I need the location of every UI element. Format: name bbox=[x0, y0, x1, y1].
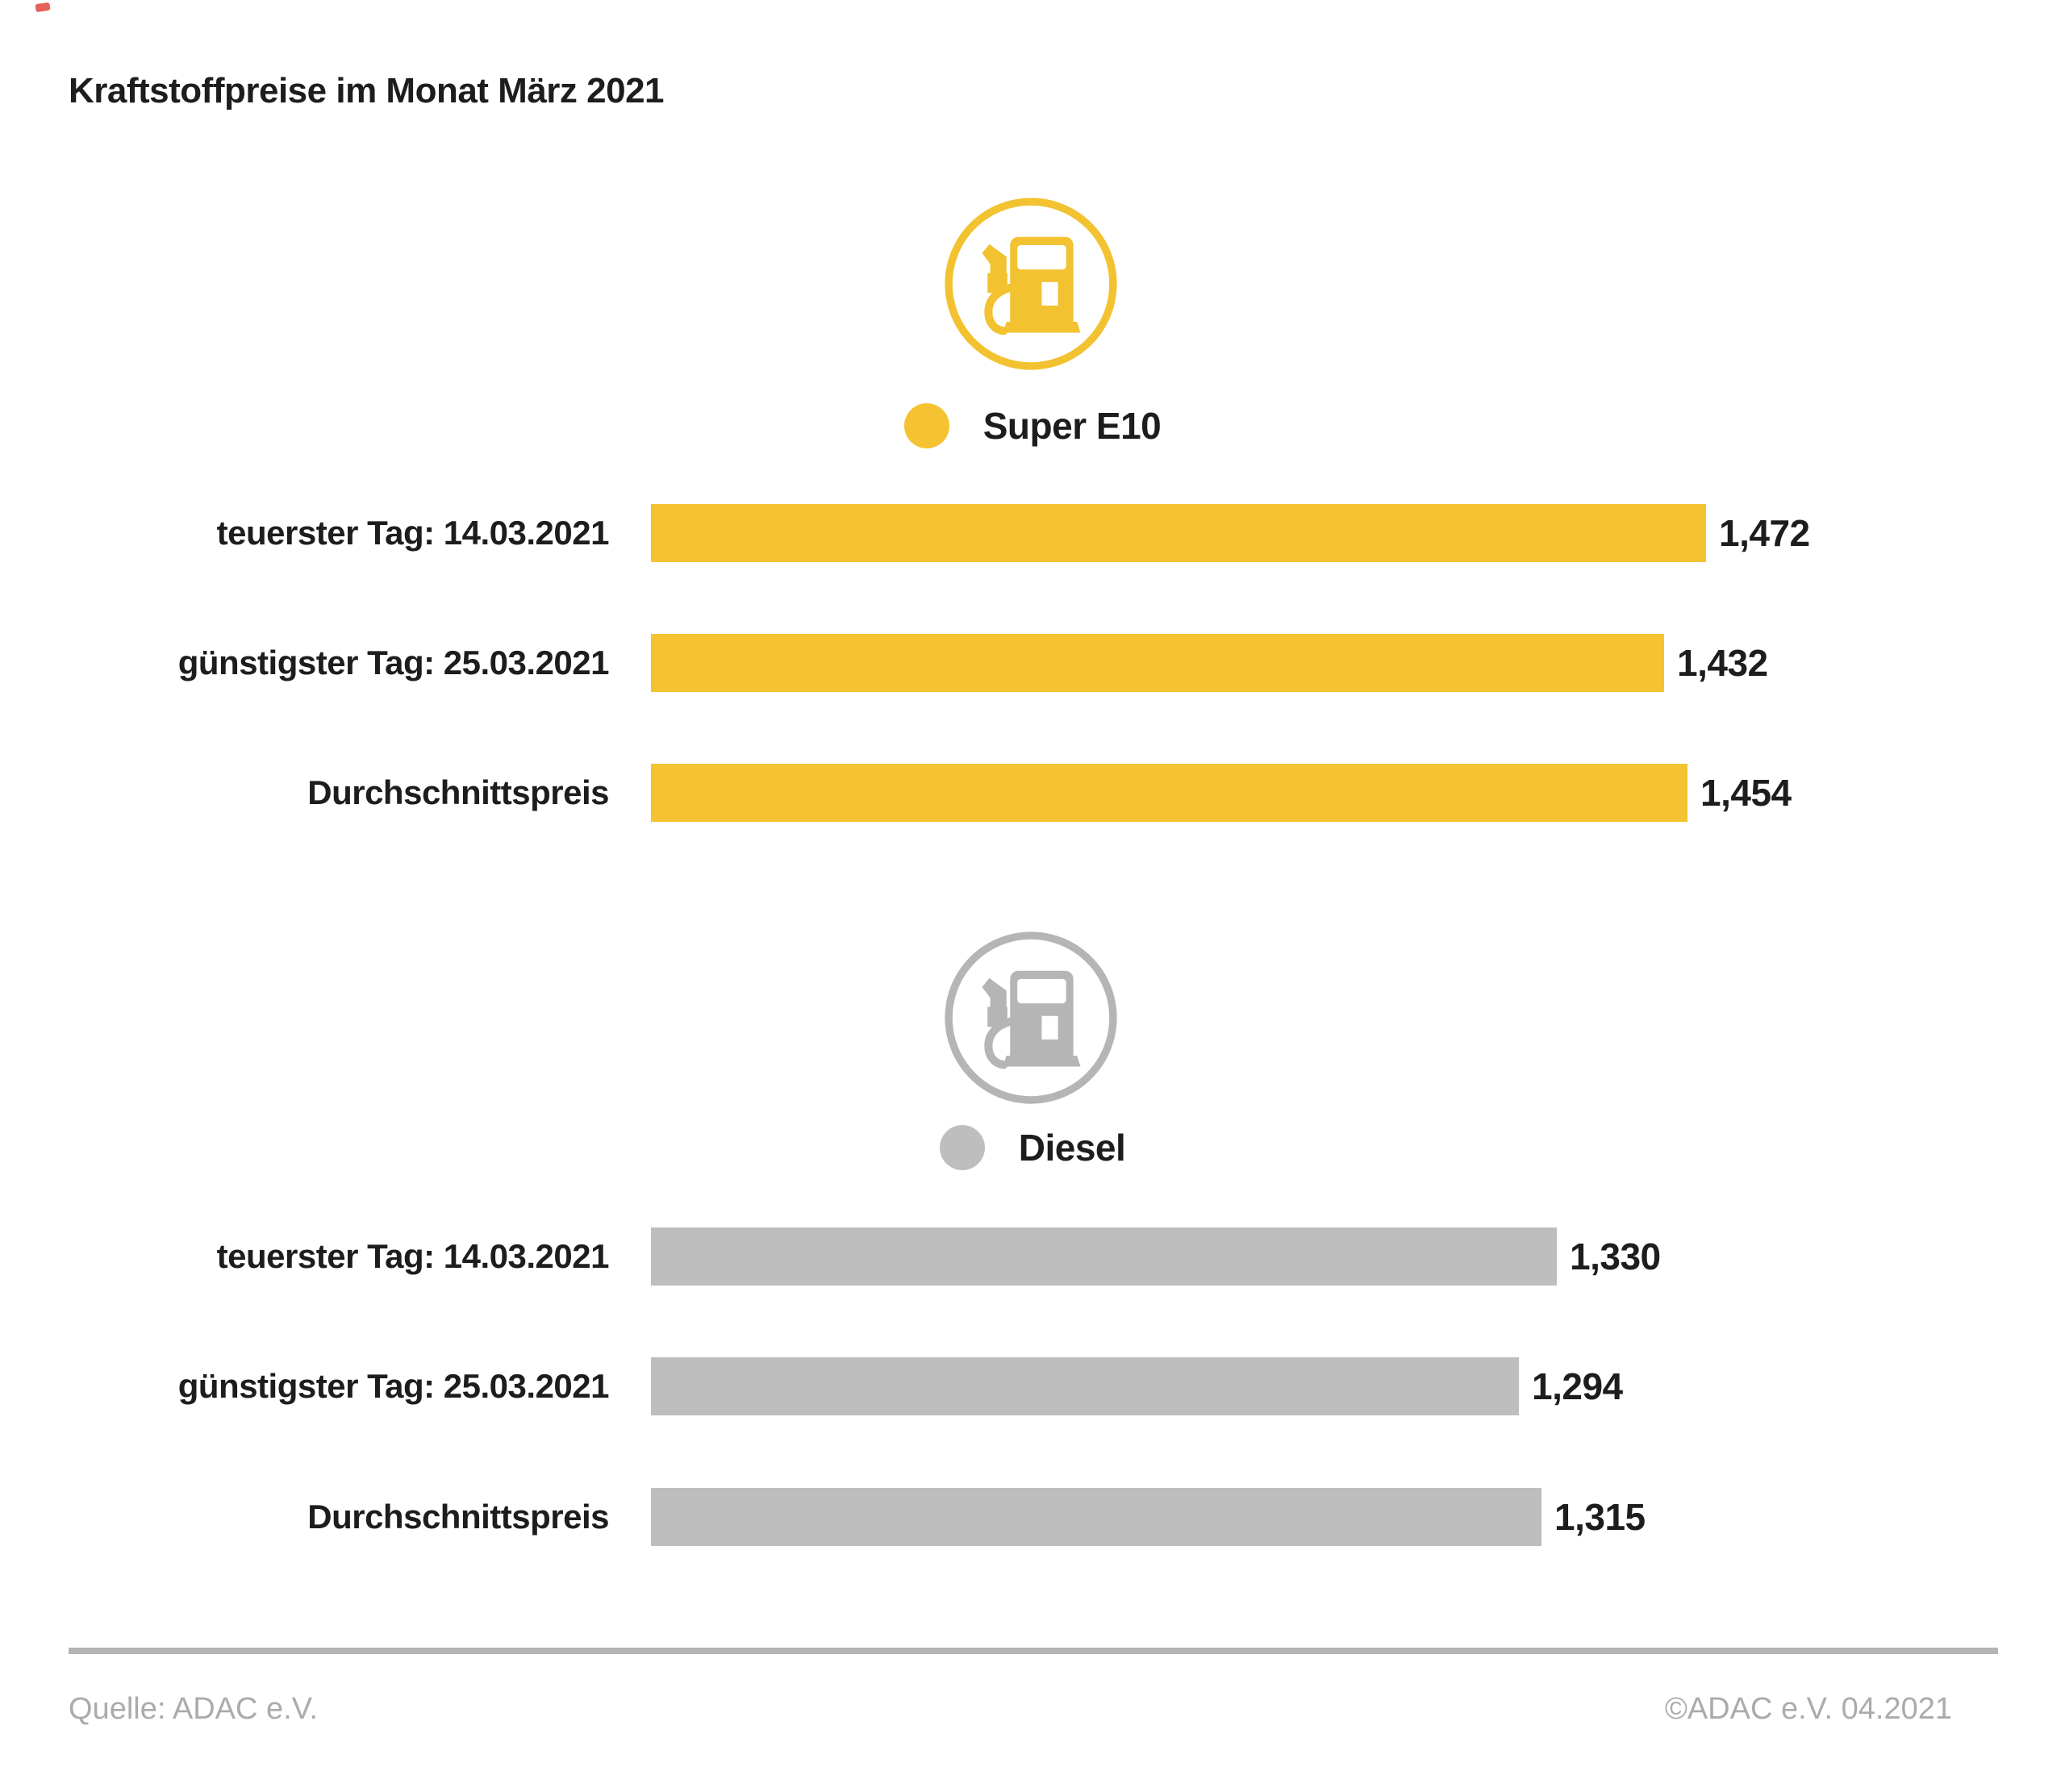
bar-value-label: 1,294 bbox=[1532, 1365, 1623, 1407]
legend-dot-diesel bbox=[939, 1125, 985, 1170]
red-corner-mark bbox=[35, 2, 51, 13]
fuel-pump-icon bbox=[945, 931, 1117, 1104]
bar-row-diesel-guenstigster-tag: günstigster Tag: 25.03.2021 1,294 bbox=[69, 1357, 2065, 1415]
legend-label-super-e10: Super E10 bbox=[982, 405, 1162, 447]
bar-row-diesel-teuerster-tag: teuerster Tag: 14.03.2021 1,330 bbox=[69, 1227, 2065, 1286]
bar-row-super-teuerster-tag: teuerster Tag: 14.03.2021 1,472 bbox=[69, 504, 2065, 562]
footer-copyright-text: ©ADAC e.V. 04.2021 bbox=[1664, 1692, 1952, 1726]
bar-row-diesel-durchschnittspreis: Durchschnittspreis 1,315 bbox=[69, 1488, 2065, 1546]
fuel-pump-icon-diesel bbox=[941, 927, 1121, 1108]
footer-divider bbox=[69, 1648, 1998, 1654]
bar-value-label: 1,472 bbox=[1719, 512, 1810, 554]
bar-row-label: Durchschnittspreis bbox=[307, 1498, 609, 1536]
chart-title: Kraftstoffpreise im Monat März 2021 bbox=[69, 71, 665, 110]
bar-super-durchschnittspreis bbox=[651, 764, 1687, 822]
legend-label-diesel: Diesel bbox=[1018, 1127, 1126, 1169]
bar-row-label: günstigster Tag: 25.03.2021 bbox=[177, 1367, 610, 1405]
bar-diesel-guenstigster-tag bbox=[651, 1357, 1519, 1415]
bar-diesel-durchschnittspreis bbox=[651, 1488, 1541, 1546]
bar-row-super-guenstigster-tag: günstigster Tag: 25.03.2021 1,432 bbox=[69, 634, 2065, 692]
legend-diesel: Diesel bbox=[0, 1124, 2065, 1171]
bar-row-label: teuerster Tag: 14.03.2021 bbox=[216, 514, 610, 552]
bar-row-super-durchschnittspreis: Durchschnittspreis 1,454 bbox=[69, 764, 2065, 822]
bar-diesel-teuerster-tag bbox=[651, 1227, 1557, 1286]
legend-super-e10: Super E10 bbox=[0, 402, 2065, 449]
footer-source-text: Quelle: ADAC e.V. bbox=[69, 1692, 319, 1726]
bar-row-label: teuerster Tag: 14.03.2021 bbox=[216, 1237, 610, 1275]
bar-value-label: 1,330 bbox=[1570, 1236, 1661, 1277]
legend-dot-super-e10 bbox=[903, 403, 949, 448]
bar-value-label: 1,315 bbox=[1554, 1496, 1646, 1538]
fuel-pump-icon-super-e10 bbox=[941, 194, 1121, 374]
bar-value-label: 1,454 bbox=[1700, 772, 1792, 814]
fuel-pump-icon bbox=[945, 198, 1117, 370]
bar-value-label: 1,432 bbox=[1677, 642, 1768, 684]
bar-row-label: Durchschnittspreis bbox=[307, 773, 609, 811]
bar-super-teuerster-tag bbox=[651, 504, 1706, 562]
bar-row-label: günstigster Tag: 25.03.2021 bbox=[177, 644, 610, 681]
bar-super-guenstigster-tag bbox=[651, 634, 1664, 692]
